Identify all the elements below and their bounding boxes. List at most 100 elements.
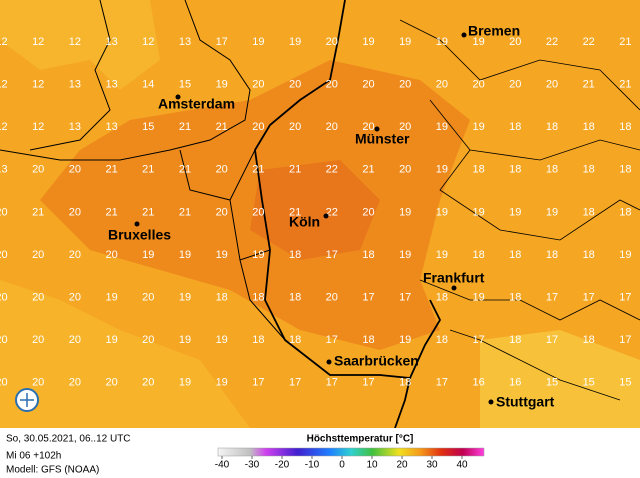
grid-value: 19 bbox=[399, 36, 411, 48]
grid-value: 20 bbox=[0, 206, 8, 218]
grid-value: 18 bbox=[436, 292, 448, 304]
grid-value: 20 bbox=[32, 292, 44, 304]
grid-value: 19 bbox=[472, 36, 484, 48]
city-label: Saarbrücken bbox=[334, 353, 419, 369]
logo bbox=[20, 393, 34, 407]
grid-value: 19 bbox=[472, 292, 484, 304]
border bbox=[254, 0, 442, 379]
grid-value: 18 bbox=[509, 164, 521, 176]
grid-value: 15 bbox=[619, 377, 631, 389]
grid-value: 19 bbox=[546, 206, 558, 218]
grid-value: 19 bbox=[399, 206, 411, 218]
grid-value: 18 bbox=[362, 249, 374, 261]
region bbox=[480, 330, 640, 428]
grid-value: 20 bbox=[362, 121, 374, 133]
grid-value: 12 bbox=[142, 36, 154, 48]
grid-value: 20 bbox=[252, 206, 264, 218]
grid-value: 21 bbox=[619, 36, 631, 48]
grid-value: 15 bbox=[546, 377, 558, 389]
grid-value: 20 bbox=[252, 79, 264, 91]
grid-value: 20 bbox=[142, 377, 154, 389]
grid-value: 20 bbox=[69, 164, 81, 176]
grid-value: 19 bbox=[436, 164, 448, 176]
grid-value: 22 bbox=[583, 36, 595, 48]
grid-value: 18 bbox=[583, 206, 595, 218]
grid-value: 19 bbox=[399, 249, 411, 261]
city-dot bbox=[134, 221, 140, 227]
grid-value: 13 bbox=[179, 36, 191, 48]
grid-value: 16 bbox=[509, 377, 521, 389]
grid-value: 21 bbox=[142, 206, 154, 218]
grid-value: 19 bbox=[619, 249, 631, 261]
grid-value: 19 bbox=[216, 249, 228, 261]
grid-value: 18 bbox=[289, 334, 301, 346]
grid-value: 18 bbox=[436, 334, 448, 346]
grid-value: 20 bbox=[326, 36, 338, 48]
grid-value: 20 bbox=[546, 79, 558, 91]
grid-value: 19 bbox=[436, 36, 448, 48]
grid-value: 20 bbox=[399, 121, 411, 133]
legend-tick-label: -20 bbox=[275, 460, 290, 471]
grid-value: 19 bbox=[436, 249, 448, 261]
grid-value: 17 bbox=[326, 377, 338, 389]
grid-value: 19 bbox=[179, 377, 191, 389]
legend-tick-label: -10 bbox=[305, 460, 320, 471]
city-label: Münster bbox=[355, 131, 410, 147]
grid-value: 19 bbox=[436, 121, 448, 133]
grid-value: 18 bbox=[619, 206, 631, 218]
grid-value: 18 bbox=[399, 377, 411, 389]
grid-value: 17 bbox=[546, 292, 558, 304]
grid-value: 20 bbox=[289, 121, 301, 133]
grid-value: 19 bbox=[105, 292, 117, 304]
grid-value: 21 bbox=[252, 164, 264, 176]
grid-value: 18 bbox=[546, 249, 558, 261]
grid-value: 18 bbox=[509, 334, 521, 346]
grid-value: 15 bbox=[583, 377, 595, 389]
grid-value: 17 bbox=[619, 334, 631, 346]
legend-tick-label: 20 bbox=[396, 460, 408, 471]
grid-value: 18 bbox=[509, 249, 521, 261]
grid-value: 17 bbox=[546, 334, 558, 346]
grid-value: 18 bbox=[252, 334, 264, 346]
city-dot bbox=[451, 285, 457, 291]
grid-value: 21 bbox=[289, 206, 301, 218]
grid-value: 18 bbox=[216, 292, 228, 304]
grid-value: 20 bbox=[69, 292, 81, 304]
border bbox=[0, 0, 286, 341]
grid-value: 18 bbox=[509, 121, 521, 133]
grid-value: 18 bbox=[509, 292, 521, 304]
grid-value: 18 bbox=[472, 249, 484, 261]
city-dot bbox=[175, 94, 181, 100]
grid-value: 20 bbox=[399, 79, 411, 91]
grid-value: 14 bbox=[142, 79, 154, 91]
grid-value: 19 bbox=[362, 36, 374, 48]
grid-value: 17 bbox=[399, 292, 411, 304]
grid-value: 13 bbox=[69, 121, 81, 133]
city-label: Bruxelles bbox=[108, 227, 171, 243]
legend-tick-label: 40 bbox=[456, 460, 468, 471]
grid-value: 13 bbox=[105, 36, 117, 48]
grid-value: 19 bbox=[436, 206, 448, 218]
grid-value: 17 bbox=[326, 334, 338, 346]
grid-value: 17 bbox=[472, 334, 484, 346]
grid-value: 19 bbox=[216, 334, 228, 346]
grid-value: 18 bbox=[619, 164, 631, 176]
grid-value: 19 bbox=[142, 249, 154, 261]
grid-value: 20 bbox=[32, 334, 44, 346]
grid-value: 22 bbox=[326, 206, 338, 218]
grid-value: 20 bbox=[399, 164, 411, 176]
grid-value: 17 bbox=[619, 292, 631, 304]
grid-value: 20 bbox=[69, 249, 81, 261]
grid-value: 20 bbox=[69, 377, 81, 389]
grid-value: 19 bbox=[179, 249, 191, 261]
grid-value: 12 bbox=[0, 79, 8, 91]
city-dot bbox=[488, 399, 494, 405]
grid-value: 20 bbox=[252, 121, 264, 133]
grid-value: 19 bbox=[472, 206, 484, 218]
grid-value: 20 bbox=[362, 206, 374, 218]
region bbox=[0, 280, 250, 428]
grid-value: 19 bbox=[105, 334, 117, 346]
grid-value: 17 bbox=[583, 292, 595, 304]
